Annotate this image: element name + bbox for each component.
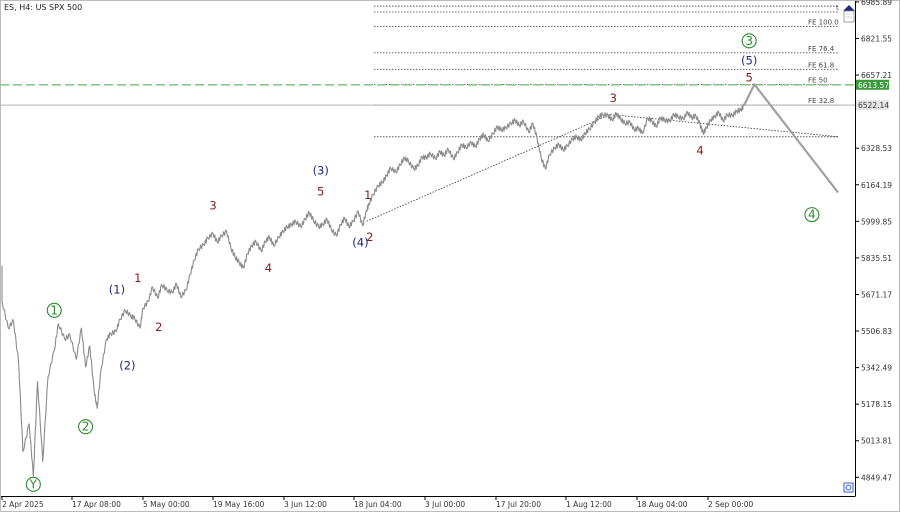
x-tick-label: 2 Sep 00:00 — [708, 500, 754, 509]
settings-corner-icon[interactable] — [843, 482, 854, 493]
fe-level-label: FE 50 — [808, 76, 828, 84]
wave-label-minor: 2 — [366, 230, 373, 244]
channel-trendline — [366, 114, 611, 222]
wave-label-minor: 1 — [364, 188, 371, 202]
wave-label-intermediate: (4) — [352, 235, 368, 249]
y-tick-label: 5835.51 — [861, 254, 892, 263]
y-tick-label: 6328.53 — [861, 144, 892, 153]
x-tick-label: 18 Jun 04:00 — [354, 500, 402, 509]
price-line — [1, 103, 745, 477]
x-tick-label: 18 Aug 04:00 — [637, 500, 688, 509]
y-tick-label: 5342.49 — [861, 364, 892, 373]
wave-label-minor: 1 — [134, 271, 141, 285]
bid-price-tag — [856, 100, 889, 111]
wave-label-minor: 4 — [265, 261, 272, 275]
trade-panel-icon[interactable] — [843, 5, 855, 23]
wave-label-primary: 3 — [745, 34, 753, 48]
y-tick-label: 6657.21 — [861, 71, 892, 80]
chart-title: ES, H4: US SPX 500 — [4, 3, 82, 12]
price-series-group — [1, 103, 745, 477]
wave-label-circle — [804, 207, 820, 223]
wave-label-minor: 3 — [610, 91, 617, 105]
x-tick-label: 1 Aug 12:00 — [566, 500, 612, 509]
wave-label-circle — [46, 302, 62, 318]
channel-trendline — [610, 114, 839, 138]
fe-level-label: FE 32.8 — [808, 97, 834, 105]
fe-level-label: FE 61.8 — [808, 61, 834, 69]
expand-marker-icon[interactable]: t — [836, 4, 839, 12]
price-axis: 6985.89 6821.55 6657.21 6328.53 6164.19 5999.… — [855, 0, 892, 482]
y-tick-label: 5671.17 — [861, 290, 892, 299]
wave-label-minor: 5 — [317, 184, 324, 198]
trendlines — [366, 114, 839, 222]
fe-level-label: FE 100.0 — [808, 19, 839, 27]
wave-label-intermediate: (5) — [741, 54, 757, 68]
wave-label-minor: 4 — [696, 144, 703, 158]
y-tick-label: 6985.89 — [861, 0, 892, 7]
wave-label-circle — [741, 33, 757, 49]
x-tick-label: 2 Apr 2025 — [2, 500, 44, 509]
wave-label-circle — [25, 476, 41, 492]
wave-label-primary: Y — [29, 477, 38, 491]
wave-labels: Y 1 2 3 4 (1) (2) (3) (4) (5) 1 2 3 4 5 1 2 3 4 5 — [25, 33, 820, 492]
x-tick-label: 5 May 00:00 — [143, 500, 190, 509]
wave-label-intermediate: (2) — [119, 358, 135, 372]
wave-label-primary: 4 — [808, 208, 816, 222]
x-tick-label: 3 Jun 12:00 — [284, 500, 327, 509]
y-tick-label: 6164.19 — [861, 181, 892, 190]
wave-projection-line — [742, 83, 839, 194]
wave-label-minor: 5 — [746, 70, 753, 84]
fe-level-label: FE 76.4 — [808, 45, 835, 53]
current-price-tag-label: 6613.57 — [858, 81, 889, 90]
projection-group — [742, 83, 839, 194]
y-tick-label: 4849.47 — [861, 473, 892, 482]
wave-label-circle — [78, 419, 94, 435]
wave-label-primary: 1 — [50, 303, 58, 317]
y-tick-label: 5999.85 — [861, 217, 892, 226]
current-price-tag — [856, 79, 889, 90]
horizontal-lines: 6613.57 6522.14 — [0, 79, 889, 111]
wave-label-intermediate: (3) — [313, 164, 329, 178]
x-tick-label: 17 Apr 08:00 — [72, 500, 121, 509]
bid-price-tag-label: 6522.14 — [858, 101, 889, 110]
x-tick-label: 3 Jul 00:00 — [425, 500, 465, 509]
wave-label-primary: 2 — [82, 420, 90, 434]
wave-label-minor: 2 — [155, 320, 162, 334]
time-axis: 2 Apr 2025 17 Apr 08:00 5 May 00:00 19 May … — [1, 496, 754, 509]
y-tick-label: 5178.15 — [861, 400, 892, 409]
wave-label-minor: 3 — [209, 198, 216, 212]
x-tick-label: 19 May 16:00 — [213, 500, 265, 509]
wave-label-intermediate: (1) — [109, 282, 125, 296]
x-tick-label: 17 Jul 20:00 — [496, 500, 541, 509]
y-tick-label: 5506.83 — [861, 327, 892, 336]
y-tick-label: 6821.55 — [861, 34, 892, 43]
y-tick-label: 5013.81 — [861, 437, 892, 446]
